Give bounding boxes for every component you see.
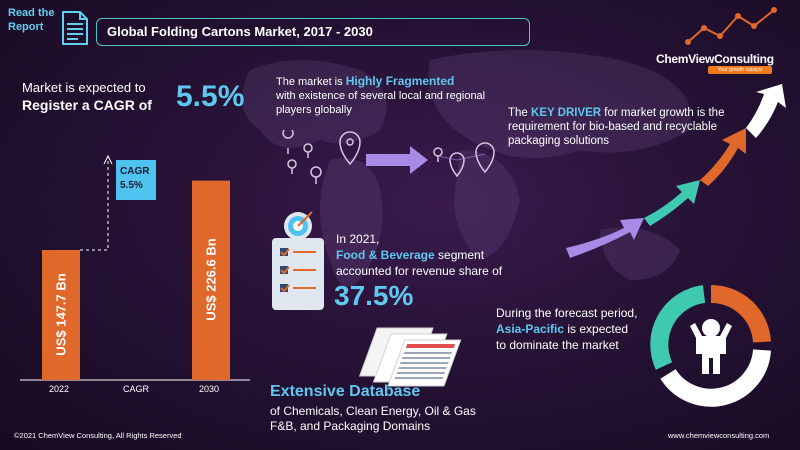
food-bev-line2-rest: segment <box>434 248 485 262</box>
food-bev-line2: Food & Beverage segment <box>336 248 484 262</box>
fragmented-text: The market is Highly Fragmented with exi… <box>276 74 516 117</box>
fragmented-pre: The market is <box>276 76 346 88</box>
cagr-value: 5.5% <box>176 80 245 113</box>
cagr-badge: CAGR 5.5% <box>116 160 156 200</box>
read-report-line2: Report <box>8 21 44 33</box>
apac-line3: to dominate the market <box>496 338 619 352</box>
location-pins-icon <box>282 130 495 184</box>
logo-tagline: Your growth catalyst <box>708 66 772 74</box>
cagr-badge-value: 5.5% <box>120 180 143 191</box>
footer-copyright: ©2021 ChemView Consulting, All Rights Re… <box>14 431 182 440</box>
key-driver-pre: The <box>508 107 532 119</box>
fragmented-rest: with existence of several local and regi… <box>276 90 486 116</box>
key-driver-text: The KEY DRIVER for market growth is the … <box>508 106 748 148</box>
x-tick-label: CAGR <box>123 384 150 394</box>
growth-arrows-icon <box>566 84 786 258</box>
read-report-link[interactable]: Read the Report <box>8 6 54 34</box>
cagr-text-line1: Market is expected to <box>22 80 146 95</box>
key-driver-rest: for market growth is the requirement for… <box>508 107 725 147</box>
fragmented-highlight: Highly Fragmented <box>345 74 455 88</box>
checklist-clipboard-icon <box>272 211 324 310</box>
database-line2: F&B, and Packaging Domains <box>270 419 431 433</box>
footer-website-link[interactable]: www.chemviewconsulting.com <box>668 431 770 440</box>
market-size-bar-chart <box>20 154 250 381</box>
x-tick-label: 2022 <box>49 384 70 394</box>
bar-2022 <box>42 250 80 380</box>
apac-highlight: Asia-Pacific <box>496 322 565 336</box>
person-icon <box>690 319 732 374</box>
database-title: Extensive Database <box>270 383 421 400</box>
key-driver-highlight: KEY DRIVER <box>531 107 602 119</box>
report-document-icon[interactable] <box>60 10 90 46</box>
cagr-badge-label: CAGR <box>120 166 150 177</box>
bar-2030 <box>192 180 230 380</box>
food-bev-highlight: Food & Beverage <box>336 248 435 262</box>
read-report-line1: Read the <box>8 7 55 19</box>
food-bev-line1: In 2021, <box>336 232 380 246</box>
food-bev-line3: accounted for revenue share of <box>336 264 503 278</box>
logo-name: ChemViewConsulting <box>656 52 774 66</box>
bar-value-label: US$ 147.7 Bn <box>53 273 69 356</box>
cagr-text-line2: Register a CAGR of <box>22 97 152 113</box>
apac-line2-rest: is expected <box>564 322 629 336</box>
cagr-connector-line <box>80 160 109 251</box>
infographic-title: Global Folding Cartons Market, 2017 - 20… <box>96 18 530 46</box>
logo-line-chart-icon <box>685 7 777 45</box>
x-tick-label: 2030 <box>199 384 220 394</box>
bar-value-label: US$ 226.6 Bn <box>203 238 219 321</box>
apac-line1: During the forecast period, <box>496 306 638 320</box>
region-donut-icon <box>650 284 771 407</box>
database-line1: of Chemicals, Clean Energy, Oil & Gas <box>270 404 476 418</box>
database-documents-icon <box>358 327 462 387</box>
apac-line2: Asia-Pacific is expected <box>496 322 628 336</box>
cagr-connector-arrow-icon <box>103 154 113 165</box>
food-bev-share-value: 37.5% <box>334 280 414 311</box>
